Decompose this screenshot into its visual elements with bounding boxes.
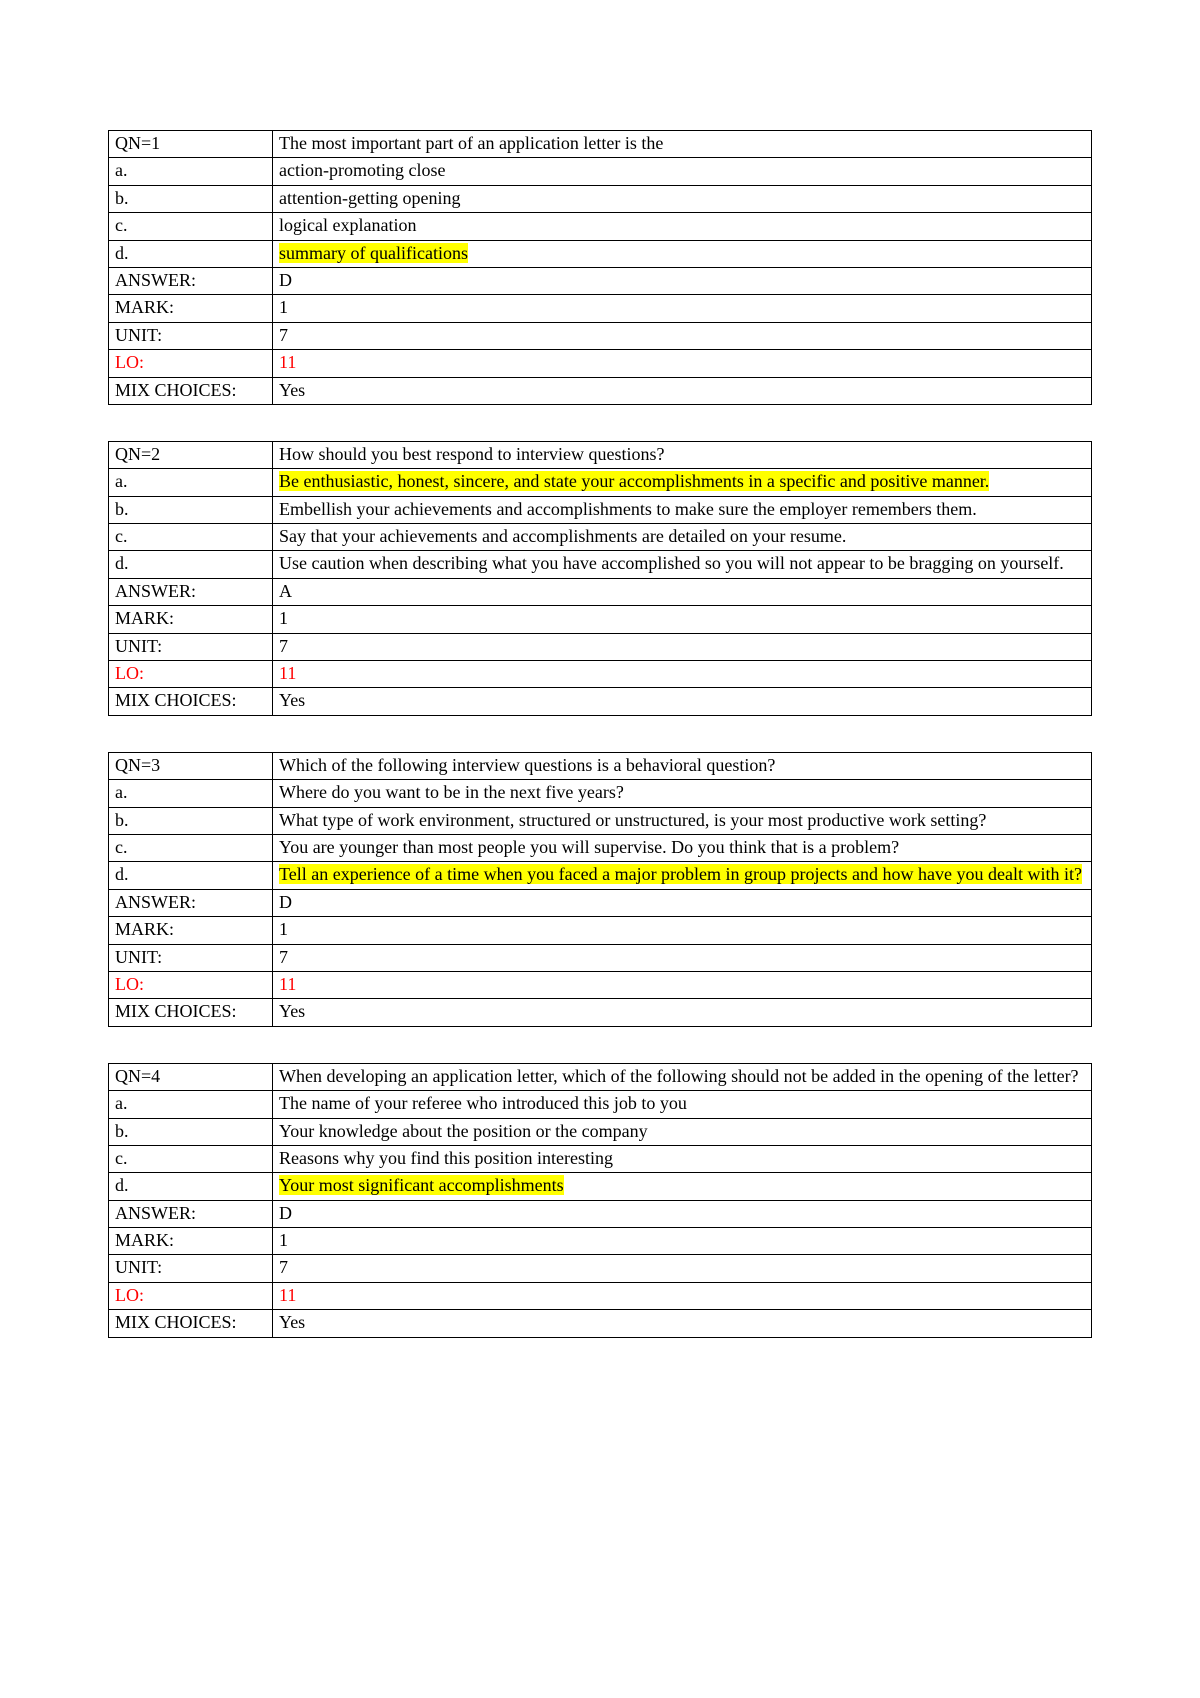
choice-label-c: c.	[109, 524, 273, 551]
unit-value: 7	[273, 1255, 1092, 1282]
choice-label-c: c.	[109, 213, 273, 240]
mix-label: MIX CHOICES:	[109, 688, 273, 715]
answer-value: D	[273, 889, 1092, 916]
mark-value: 1	[273, 295, 1092, 322]
mark-label: MARK:	[109, 1228, 273, 1255]
unit-label: UNIT:	[109, 944, 273, 971]
answer-value: A	[273, 578, 1092, 605]
choice-text-a: action-promoting close	[273, 158, 1092, 185]
answer-label: ANSWER:	[109, 578, 273, 605]
choice-text-a: Where do you want to be in the next five…	[273, 780, 1092, 807]
qn-label: QN=2	[109, 441, 273, 468]
choice-label-a: a.	[109, 1091, 273, 1118]
lo-label: LO:	[109, 1282, 273, 1309]
mix-label: MIX CHOICES:	[109, 1310, 273, 1337]
question-table: QN=3Which of the following interview que…	[108, 752, 1092, 1027]
mark-label: MARK:	[109, 917, 273, 944]
choice-text-d: Use caution when describing what you hav…	[273, 551, 1092, 578]
lo-value: 11	[273, 1282, 1092, 1309]
unit-label: UNIT:	[109, 1255, 273, 1282]
mark-value: 1	[273, 1228, 1092, 1255]
choice-text-d: Tell an experience of a time when you fa…	[273, 862, 1092, 889]
qn-label: QN=1	[109, 131, 273, 158]
lo-value: 11	[273, 971, 1092, 998]
lo-label: LO:	[109, 350, 273, 377]
choice-label-d: d.	[109, 862, 273, 889]
choice-text-c: logical explanation	[273, 213, 1092, 240]
choice-label-d: d.	[109, 551, 273, 578]
question-prompt: How should you best respond to interview…	[273, 441, 1092, 468]
question-prompt: When developing an application letter, w…	[273, 1063, 1092, 1090]
qn-label: QN=4	[109, 1063, 273, 1090]
unit-label: UNIT:	[109, 633, 273, 660]
choice-label-d: d.	[109, 240, 273, 267]
question-block: QN=1The most important part of an applic…	[108, 130, 1092, 405]
answer-label: ANSWER:	[109, 889, 273, 916]
mix-label: MIX CHOICES:	[109, 377, 273, 404]
mix-label: MIX CHOICES:	[109, 999, 273, 1026]
mix-value: Yes	[273, 1310, 1092, 1337]
question-table: QN=2How should you best respond to inter…	[108, 441, 1092, 716]
mark-label: MARK:	[109, 606, 273, 633]
question-table: QN=1The most important part of an applic…	[108, 130, 1092, 405]
choice-label-b: b.	[109, 1118, 273, 1145]
choice-text-c: You are younger than most people you wil…	[273, 834, 1092, 861]
mark-value: 1	[273, 606, 1092, 633]
lo-label: LO:	[109, 971, 273, 998]
unit-value: 7	[273, 322, 1092, 349]
choice-label-d: d.	[109, 1173, 273, 1200]
choice-text-b: attention-getting opening	[273, 185, 1092, 212]
choice-label-a: a.	[109, 780, 273, 807]
choice-text-b: Embellish your achievements and accompli…	[273, 496, 1092, 523]
choice-text-c: Say that your achievements and accomplis…	[273, 524, 1092, 551]
question-table: QN=4When developing an application lette…	[108, 1063, 1092, 1338]
unit-value: 7	[273, 633, 1092, 660]
lo-value: 11	[273, 350, 1092, 377]
choice-label-b: b.	[109, 185, 273, 212]
choice-text-d: Your most significant accomplishments	[273, 1173, 1092, 1200]
mark-value: 1	[273, 917, 1092, 944]
mark-label: MARK:	[109, 295, 273, 322]
choice-text-a: Be enthusiastic, honest, sincere, and st…	[273, 469, 1092, 496]
question-block: QN=4When developing an application lette…	[108, 1063, 1092, 1338]
answer-value: D	[273, 1200, 1092, 1227]
mix-value: Yes	[273, 377, 1092, 404]
choice-text-a: The name of your referee who introduced …	[273, 1091, 1092, 1118]
answer-label: ANSWER:	[109, 1200, 273, 1227]
answer-value: D	[273, 267, 1092, 294]
choice-label-b: b.	[109, 807, 273, 834]
choice-text-b: Your knowledge about the position or the…	[273, 1118, 1092, 1145]
question-prompt: The most important part of an applicatio…	[273, 131, 1092, 158]
choice-text-b: What type of work environment, structure…	[273, 807, 1092, 834]
unit-label: UNIT:	[109, 322, 273, 349]
choice-label-c: c.	[109, 1145, 273, 1172]
choice-label-b: b.	[109, 496, 273, 523]
unit-value: 7	[273, 944, 1092, 971]
lo-label: LO:	[109, 661, 273, 688]
choice-text-c: Reasons why you find this position inter…	[273, 1145, 1092, 1172]
lo-value: 11	[273, 661, 1092, 688]
choice-label-c: c.	[109, 834, 273, 861]
answer-label: ANSWER:	[109, 267, 273, 294]
question-block: QN=2How should you best respond to inter…	[108, 441, 1092, 716]
choice-label-a: a.	[109, 469, 273, 496]
choice-text-d: summary of qualifications	[273, 240, 1092, 267]
qn-label: QN=3	[109, 752, 273, 779]
question-prompt: Which of the following interview questio…	[273, 752, 1092, 779]
question-block: QN=3Which of the following interview que…	[108, 752, 1092, 1027]
mix-value: Yes	[273, 688, 1092, 715]
choice-label-a: a.	[109, 158, 273, 185]
mix-value: Yes	[273, 999, 1092, 1026]
